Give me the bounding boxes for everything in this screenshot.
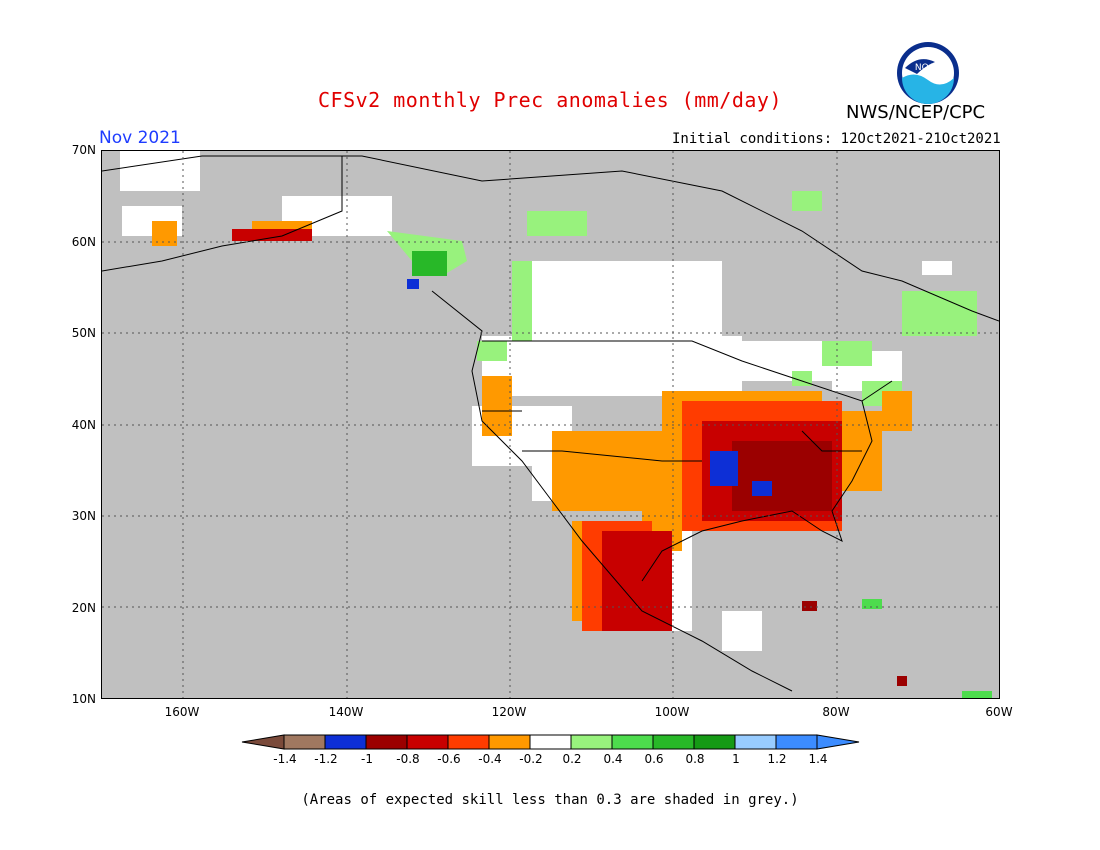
lon-label: 60W — [985, 705, 1013, 719]
colorbar-tick: 1.4 — [808, 752, 828, 766]
lon-label: 80W — [822, 705, 850, 719]
map-svg — [102, 151, 999, 698]
colorbar-tick: -0.2 — [519, 752, 543, 766]
colorbar — [241, 734, 860, 750]
colorbar-cell — [611, 734, 654, 750]
logo-text: NOAA — [915, 63, 942, 73]
lat-label: 20N — [71, 601, 96, 615]
land-outlines — [102, 155, 999, 692]
colorbar-cell — [693, 734, 736, 750]
colorbar-cell — [775, 734, 818, 750]
lat-label: 50N — [71, 326, 96, 340]
lat-label: 10N — [71, 692, 96, 706]
colorbar-cell — [652, 734, 695, 750]
colorbar-cell — [529, 734, 572, 750]
map-panel — [101, 150, 1000, 699]
organization-label: NWS/NCEP/CPC — [846, 102, 986, 123]
colorbar-arrow-right — [816, 734, 860, 750]
colorbar-cell — [406, 734, 449, 750]
lon-label: 100W — [654, 705, 690, 719]
colorbar-tick: -1.2 — [314, 752, 338, 766]
colorbar-cell — [488, 734, 531, 750]
lat-label: 40N — [71, 418, 96, 432]
colorbar-cell — [365, 734, 408, 750]
lat-label: 70N — [71, 143, 96, 157]
strong-dry-patches — [407, 279, 772, 496]
colorbar-tick: -1.4 — [273, 752, 297, 766]
colorbar-tick: 0.6 — [644, 752, 664, 766]
colorbar-tick: -1 — [361, 752, 373, 766]
lat-label: 30N — [71, 509, 96, 523]
colorbar-arrow-left — [241, 734, 285, 750]
colorbar-tick: 1 — [732, 752, 740, 766]
lon-label: 160W — [164, 705, 200, 719]
colorbar-cell — [570, 734, 613, 750]
initial-conditions: Initial conditions: 12Oct2021-21Oct2021 — [672, 131, 1001, 147]
colorbar-cell — [324, 734, 367, 750]
colorbar-tick: 1.2 — [767, 752, 787, 766]
colorbar-cell — [283, 734, 326, 750]
colorbar-tick: 0.2 — [562, 752, 582, 766]
lat-label: 60N — [71, 235, 96, 249]
skill-note: (Areas of expected skill less than 0.3 a… — [301, 792, 799, 808]
lon-label: 140W — [328, 705, 364, 719]
graticule — [102, 151, 999, 698]
colorbar-cell — [734, 734, 777, 750]
colorbar-tick: -0.4 — [478, 752, 502, 766]
wet-anomaly-patches — [387, 191, 992, 698]
forecast-month: Nov 2021 — [99, 128, 181, 148]
noaa-logo: NOAA — [897, 42, 959, 104]
colorbar-tick: 0.8 — [685, 752, 705, 766]
colorbar-tick: -0.6 — [437, 752, 461, 766]
colorbar-tick: -0.8 — [396, 752, 420, 766]
colorbar-tick: 0.4 — [603, 752, 623, 766]
lon-label: 120W — [491, 705, 527, 719]
colorbar-cell — [447, 734, 490, 750]
chart-title: CFSv2 monthly Prec anomalies (mm/day) — [317, 88, 783, 112]
